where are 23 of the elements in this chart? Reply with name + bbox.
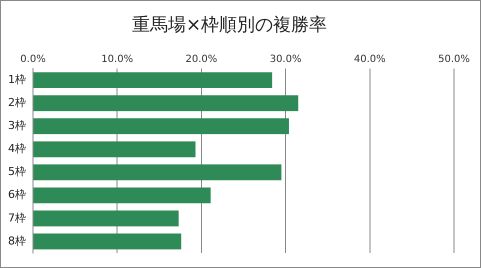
- x-tick-label: 20.0%: [186, 54, 218, 66]
- y-tick-label: 7枠: [8, 211, 26, 224]
- bar: [34, 95, 298, 112]
- bar: [34, 72, 272, 88]
- x-tick-label: 0.0%: [20, 54, 46, 66]
- bar: [34, 164, 282, 180]
- y-tick-label: 1枠: [8, 72, 26, 86]
- y-tick-label: 4枠: [8, 142, 26, 156]
- bar: [34, 141, 196, 158]
- y-tick-label: 2枠: [8, 96, 26, 110]
- chart-title: 重馬場×枠順別の複勝率: [132, 14, 328, 36]
- y-tick-label: 3枠: [8, 119, 26, 132]
- x-tick-label: 30.0%: [270, 54, 302, 66]
- x-tick-label: 10.0%: [101, 54, 134, 66]
- bar: [34, 187, 211, 204]
- x-tick-label: 40.0%: [354, 54, 386, 66]
- y-tick-label: 5枠: [8, 165, 26, 178]
- bar: [34, 118, 289, 134]
- y-tick-label: 6枠: [8, 188, 26, 202]
- bar: [34, 234, 182, 250]
- bar: [34, 210, 179, 226]
- x-tick-label: 50.0%: [438, 54, 470, 66]
- y-tick-label: 8枠: [8, 234, 26, 248]
